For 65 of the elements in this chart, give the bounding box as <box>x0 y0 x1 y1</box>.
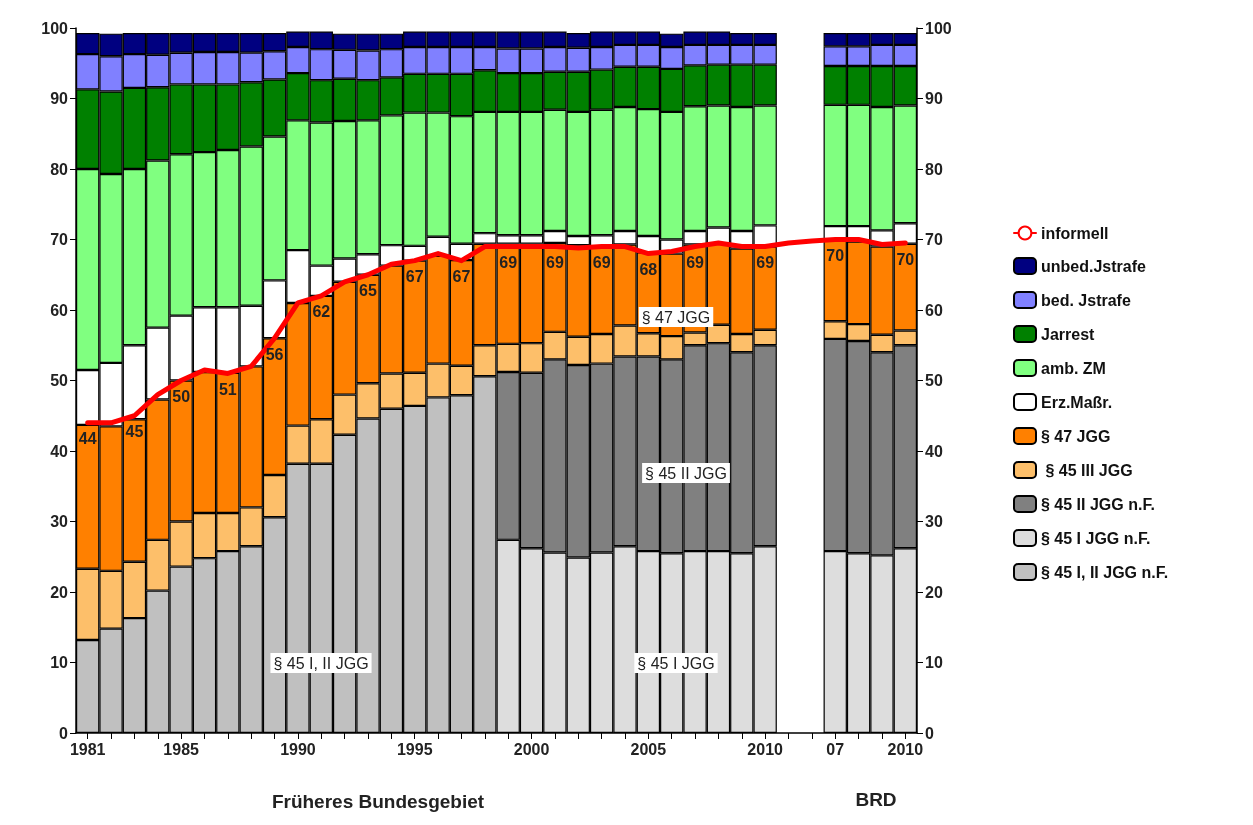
y-tick-label: 10 <box>50 654 69 671</box>
x-tick-label: 1985 <box>163 740 200 758</box>
y2-tick-label: 80 <box>925 160 943 178</box>
legend-label: § 45 I JGG n.F. <box>1041 529 1151 547</box>
legend-label: Jarrest <box>1041 325 1096 343</box>
y2-tick-label: 40 <box>925 442 943 460</box>
data-label: 51 <box>218 380 237 398</box>
y-tick-label: 90 <box>50 90 69 107</box>
y2-tick-label: 30 <box>925 513 943 530</box>
legend-label: informell <box>1041 224 1109 242</box>
legend-label: amb. ZM <box>1041 359 1106 377</box>
y-tick-label: 80 <box>50 160 69 178</box>
y2-tick-label: 50 <box>925 372 943 389</box>
data-label: 50 <box>172 388 191 405</box>
y-tick-label: 30 <box>50 513 69 530</box>
y-tick-label: 20 <box>50 583 69 601</box>
data-label: 67 <box>405 268 424 286</box>
y2-tick-label: 100 <box>925 19 952 37</box>
y2-tick-label: 70 <box>925 231 943 248</box>
x-tick-label: 1981 <box>69 740 106 758</box>
y2-tick-label: 10 <box>925 654 943 671</box>
x-tick-label: 2000 <box>513 740 550 758</box>
x-tick-label: 07 <box>826 740 845 758</box>
legend-label: § 47 JGG <box>1041 427 1111 445</box>
legend-label: bed. Jstrafe <box>1041 291 1131 309</box>
y-tick-label: 60 <box>50 301 69 319</box>
data-label: 69 <box>756 254 775 272</box>
legend-label: unbed.Jstrafe <box>1041 257 1147 275</box>
data-label: 62 <box>312 303 331 321</box>
data-label: 70 <box>896 250 915 268</box>
legend-label: § 45 I, II JGG n.F. <box>1041 563 1169 581</box>
annotation: § 45 I, II JGG <box>273 654 369 672</box>
y-tick-label: 100 <box>41 19 69 37</box>
data-label: 69 <box>499 254 518 272</box>
y-tick-label: 70 <box>50 231 69 248</box>
data-label: 69 <box>592 254 611 272</box>
y-tick-label: 40 <box>50 442 69 460</box>
data-label: 69 <box>686 254 705 272</box>
y2-tick-label: 0 <box>925 724 934 742</box>
legend-label: § 45 II JGG n.F. <box>1041 495 1155 513</box>
x-tick-label: 2005 <box>630 740 667 758</box>
text: BRD <box>855 788 897 810</box>
text: Früheres Bundesgebiet <box>271 790 485 812</box>
annotation: § 45 II JGG <box>645 464 727 482</box>
y2-tick-label: 20 <box>925 583 943 601</box>
data-label: 44 <box>78 430 97 448</box>
x-tick-label: 1995 <box>396 740 433 758</box>
legend-label: § 45 III JGG <box>1041 461 1133 479</box>
data-label: 67 <box>452 268 471 286</box>
data-label: 68 <box>639 261 658 279</box>
x-tick-label: 2010 <box>747 740 784 758</box>
data-label: 56 <box>265 345 284 363</box>
y2-tick-label: 60 <box>925 301 943 319</box>
legend-label: Erz.Maßr. <box>1041 393 1113 411</box>
data-label: 65 <box>359 282 378 300</box>
annotation: § 47 JGG <box>641 308 711 326</box>
data-label: 45 <box>125 423 144 441</box>
data-label: 69 <box>546 254 564 272</box>
x-tick-label: 1990 <box>280 740 316 758</box>
y-tick-label: 50 <box>50 372 69 389</box>
y-tick-label: 0 <box>59 724 69 742</box>
x-tick-label: 2010 <box>887 740 924 758</box>
data-label: 70 <box>826 247 845 264</box>
annotation: § 45 I JGG <box>637 654 715 672</box>
y2-tick-label: 90 <box>925 90 943 107</box>
